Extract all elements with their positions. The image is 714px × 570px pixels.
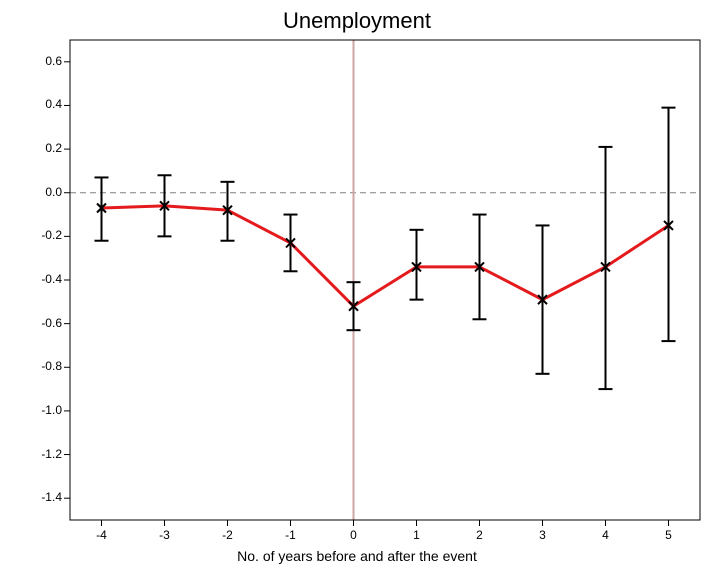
x-tick-label: 5 (654, 528, 684, 542)
x-tick-label: -4 (87, 528, 117, 542)
x-tick-label: -2 (213, 528, 243, 542)
x-axis-label: No. of years before and after the event (0, 548, 714, 564)
y-tick-label: -1.0 (41, 403, 62, 417)
y-tick-label: -0.8 (41, 359, 62, 373)
y-tick-label: -1.4 (41, 490, 62, 504)
x-tick-label: 1 (402, 528, 432, 542)
y-tick-label: -0.6 (41, 316, 62, 330)
chart-svg (0, 0, 714, 570)
y-tick-label: -1.2 (41, 447, 62, 461)
x-tick-label: 3 (528, 528, 558, 542)
y-tick-label: -0.4 (41, 272, 62, 286)
y-tick-label: 0.6 (45, 54, 62, 68)
x-tick-label: 2 (465, 528, 495, 542)
x-tick-label: -1 (276, 528, 306, 542)
x-tick-label: -3 (150, 528, 180, 542)
y-tick-label: 0.2 (45, 141, 62, 155)
x-tick-label: 0 (339, 528, 369, 542)
y-tick-label: 0.4 (45, 97, 62, 111)
y-tick-label: -0.2 (41, 228, 62, 242)
x-tick-label: 4 (591, 528, 621, 542)
y-tick-label: 0.0 (45, 185, 62, 199)
